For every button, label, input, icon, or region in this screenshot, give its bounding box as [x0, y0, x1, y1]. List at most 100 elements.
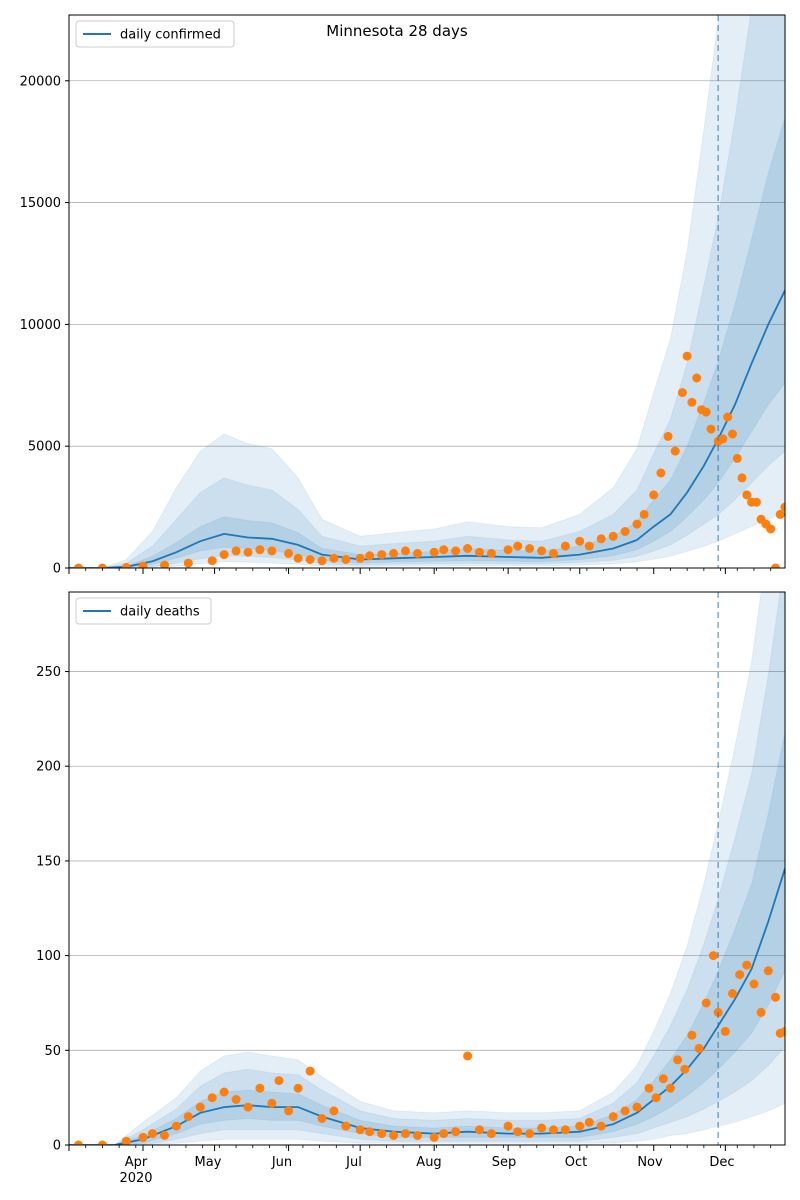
observed-point [305, 1066, 315, 1076]
observed-point [365, 1127, 375, 1137]
observed-point [243, 1102, 253, 1112]
confidence-band-50 [69, 731, 785, 1145]
y-tick-label: 0 [53, 562, 61, 577]
y-tick-label: 10000 [20, 318, 61, 333]
x-axis-ticks [68, 568, 772, 574]
observed-point [513, 541, 523, 551]
observed-point [429, 1132, 439, 1142]
observed-point [389, 548, 399, 558]
x-axis-labels: Apr 2020 May Jun Jul Aug Sep Oct Nov Dec [119, 1155, 734, 1186]
observed-point [121, 1136, 131, 1145]
deaths-legend: daily deaths [75, 597, 212, 625]
observed-point [475, 547, 484, 557]
observed-point [751, 497, 761, 507]
observed-point [780, 502, 785, 512]
observed-points [74, 351, 785, 568]
observed-point [649, 490, 659, 500]
observed-point [160, 1131, 169, 1140]
observed-point [687, 397, 697, 407]
observed-point [525, 1129, 535, 1139]
observed-point [284, 548, 294, 558]
observed-point [97, 1140, 107, 1145]
observed-point [305, 555, 315, 564]
observed-point [575, 536, 585, 546]
observed-point [682, 351, 692, 361]
axes-frame [68, 591, 786, 1146]
y-tick-label: 5000 [28, 440, 61, 455]
observed-point [377, 1129, 387, 1139]
observed-point [763, 966, 773, 976]
observed-point [183, 1112, 193, 1122]
observed-point [486, 548, 496, 558]
observed-point [701, 407, 711, 417]
observed-point [293, 553, 303, 563]
x-tick-label-nov: Nov [637, 1155, 663, 1170]
observed-point [413, 548, 422, 558]
legend-label-confirmed: daily confirmed [120, 28, 221, 43]
observed-point [780, 1026, 785, 1036]
observed-point [723, 412, 733, 422]
observed-point [195, 1102, 205, 1112]
y-tick-label: 50 [44, 1044, 61, 1059]
observed-point [771, 563, 780, 568]
x-tick-label-dec: Dec [709, 1155, 734, 1170]
observed-point [207, 556, 217, 566]
confirmed-legend: daily confirmed [75, 20, 235, 48]
observed-point [665, 1083, 675, 1093]
legend-box [75, 597, 212, 625]
observed-point [549, 1125, 558, 1135]
observed-point [401, 1129, 410, 1139]
observed-point [475, 1125, 484, 1135]
x-tick-label-oct: Oct [565, 1155, 587, 1170]
y-axis: 0 5000 10000 15000 20000 [20, 74, 69, 577]
x-tick-label-jul: Jul [345, 1155, 362, 1170]
observed-point [148, 1129, 157, 1139]
y-axis: 0 50 100 150 200 250 [36, 665, 69, 1154]
observed-point [207, 1093, 217, 1103]
observed-point [267, 546, 277, 556]
observed-point [680, 1064, 690, 1074]
y-tick-label: 100 [36, 949, 61, 964]
observed-point [293, 1083, 303, 1093]
confidence-band-80 [69, 592, 785, 1145]
observed-point [687, 1030, 697, 1040]
observed-point [692, 373, 702, 383]
y-tick-label: 250 [36, 665, 61, 680]
observed-point [231, 1095, 241, 1104]
observed-point [389, 1131, 399, 1140]
legend-box [75, 20, 235, 48]
x-tick-label-apr: Apr [125, 1155, 148, 1170]
observed-point [401, 546, 410, 556]
x-axis-ticks [68, 1145, 772, 1151]
observed-point [121, 563, 131, 568]
observed-point [377, 550, 387, 560]
observed-point [596, 1121, 606, 1131]
observed-point [513, 1127, 523, 1137]
observed-point [708, 951, 718, 961]
observed-point [775, 509, 785, 519]
observed-point [694, 1043, 704, 1053]
observed-point [486, 1129, 496, 1139]
deaths-panel: 0 50 100 150 200 250 daily deaths [36, 591, 786, 1154]
observed-point [673, 1055, 683, 1065]
observed-point [771, 992, 780, 1002]
observed-point [620, 1106, 630, 1116]
observed-point [735, 970, 745, 980]
observed-point [549, 548, 558, 558]
chart-title: Minnesota 28 days [326, 22, 468, 40]
confirmed-panel: Minnesota 28 days 0 5000 10000 15000 20000 d… [20, 14, 786, 577]
y-tick-label: 15000 [20, 196, 61, 211]
observed-point [584, 1117, 594, 1127]
observed-point [317, 556, 327, 566]
x-tick-label-may: May [195, 1155, 222, 1170]
observed-point [451, 546, 461, 556]
observed-point [718, 434, 728, 444]
observed-point [728, 989, 737, 998]
observed-point [243, 547, 253, 557]
observed-point [274, 1076, 284, 1086]
confirmed-mean-line [69, 289, 785, 568]
observed-point [97, 563, 107, 568]
observed-point [341, 1121, 351, 1131]
observed-point [183, 558, 193, 568]
observed-point [720, 1026, 730, 1036]
